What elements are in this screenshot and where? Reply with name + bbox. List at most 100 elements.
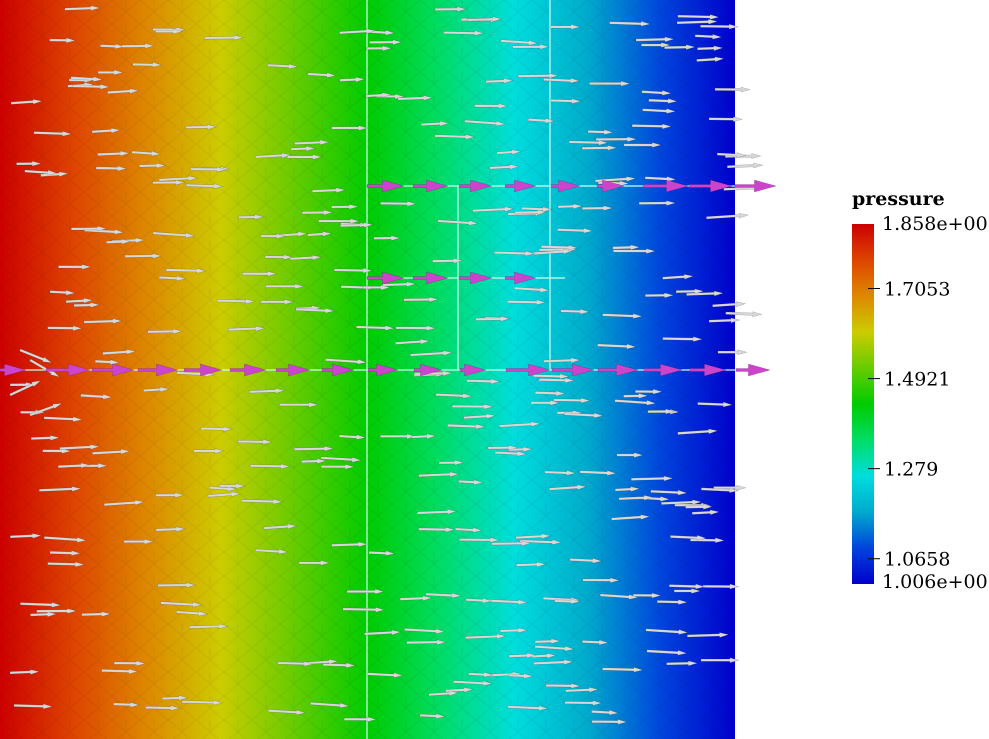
matrix-arrow (366, 45, 393, 52)
matrix-arrow (630, 475, 674, 482)
matrix-arrow (366, 672, 404, 678)
matrix-arrow (249, 388, 286, 394)
matrix-arrow (545, 683, 582, 689)
matrix-arrow (181, 699, 224, 706)
matrix-arrow (102, 349, 137, 355)
matrix-arrow (91, 127, 122, 134)
matrix-arrow (59, 444, 101, 450)
matrix-arrow (527, 117, 556, 124)
matrix-arrow (474, 103, 509, 109)
matrix-arrow (47, 325, 83, 332)
fracture-arrow (367, 363, 399, 377)
fracture-arrow (413, 363, 443, 377)
legend-tick-label: 1.0658 (884, 549, 950, 571)
matrix-arrow (507, 705, 549, 711)
matrix-arrow (368, 29, 396, 36)
matrix-arrow (340, 222, 374, 228)
matrix-arrow (544, 470, 577, 476)
fracture-arrow (459, 363, 487, 377)
matrix-arrow (452, 680, 494, 687)
matrix-arrow (644, 292, 675, 299)
matrix-arrow (417, 508, 458, 515)
matrix-arrow (635, 36, 675, 43)
matrix-arrow (670, 534, 708, 541)
fracture-arrow (551, 363, 595, 377)
matrix-arrow (532, 373, 570, 380)
matrix-arrow (143, 386, 171, 393)
matrix-arrow (307, 231, 333, 237)
matrix-arrow (33, 130, 73, 137)
matrix-arrow (451, 403, 494, 410)
matrix-arrow (158, 275, 187, 282)
matrix-arrow (508, 673, 534, 679)
matrix-arrow (227, 325, 266, 332)
matrix-arrow (318, 218, 361, 224)
fracture-arrow (505, 363, 551, 377)
matrix-arrow (712, 301, 747, 308)
matrix-arrow (418, 471, 460, 478)
matrix-arrow (631, 123, 673, 130)
matrix-arrow (373, 235, 402, 241)
matrix-arrow (94, 359, 121, 365)
matrix-arrow (43, 536, 88, 543)
matrix-arrow (587, 129, 615, 135)
matrix-arrow (602, 666, 644, 673)
matrix-arrow (599, 593, 639, 600)
matrix-arrow (95, 165, 128, 172)
matrix-arrow (468, 671, 494, 678)
matrix-arrow (726, 162, 764, 169)
matrix-arrow (380, 433, 417, 440)
fracture-arrow (735, 363, 771, 377)
matrix-arrow (428, 690, 460, 697)
matrix-arrow (410, 350, 454, 357)
matrix-arrow (138, 162, 167, 169)
matrix-arrow (238, 214, 265, 220)
matrix-arrow (613, 248, 657, 254)
matrix-arrow (581, 145, 618, 151)
matrix-arrow (13, 703, 54, 710)
matrix-arrow (725, 311, 763, 317)
fracture-arrow (91, 363, 135, 377)
matrix-arrow (594, 176, 637, 183)
matrix-arrow (339, 28, 377, 35)
matrix-arrow (508, 652, 537, 659)
matrix-arrow (533, 659, 574, 665)
matrix-arrow (645, 628, 689, 635)
matrix-arrow (638, 200, 677, 206)
matrix-arrow (706, 212, 750, 220)
matrix-arrow (521, 206, 553, 213)
matrix-arrow (641, 42, 672, 48)
matrix-arrow (216, 298, 256, 305)
matrix-arrow (700, 23, 740, 30)
matrix-arrow (713, 484, 747, 491)
fracture-arrow (366, 271, 405, 285)
matrix-arrow (397, 95, 434, 101)
fracture-arrow (597, 363, 639, 377)
matrix-arrow (579, 470, 617, 476)
matrix-arrow (185, 124, 218, 130)
fracture-arrow (642, 179, 689, 193)
matrix-arrow (673, 588, 702, 594)
matrix-arrow (260, 299, 295, 305)
legend-min-label: 1.006e+00 (882, 571, 988, 593)
matrix-arrow (435, 392, 473, 399)
matrix-arrow (241, 498, 284, 505)
matrix-arrow (464, 119, 507, 127)
matrix-arrow (677, 14, 720, 20)
matrix-arrow (696, 56, 725, 63)
matrix-arrow (717, 349, 748, 356)
matrix-arrow (708, 317, 741, 324)
matrix-arrow (295, 307, 336, 314)
fracture-arrow (458, 179, 493, 193)
matrix-arrow (591, 719, 628, 725)
matrix-arrow (57, 462, 91, 469)
matrix-arrow (254, 548, 289, 555)
matrix-arrow (532, 248, 574, 256)
matrix-arrow (113, 660, 147, 667)
matrix-arrow (300, 458, 328, 464)
matrix-arrow (399, 595, 433, 602)
matrix-arrow (263, 523, 298, 530)
matrix-arrow (9, 669, 41, 675)
matrix-arrow (158, 175, 199, 182)
matrix-arrow (419, 713, 447, 719)
